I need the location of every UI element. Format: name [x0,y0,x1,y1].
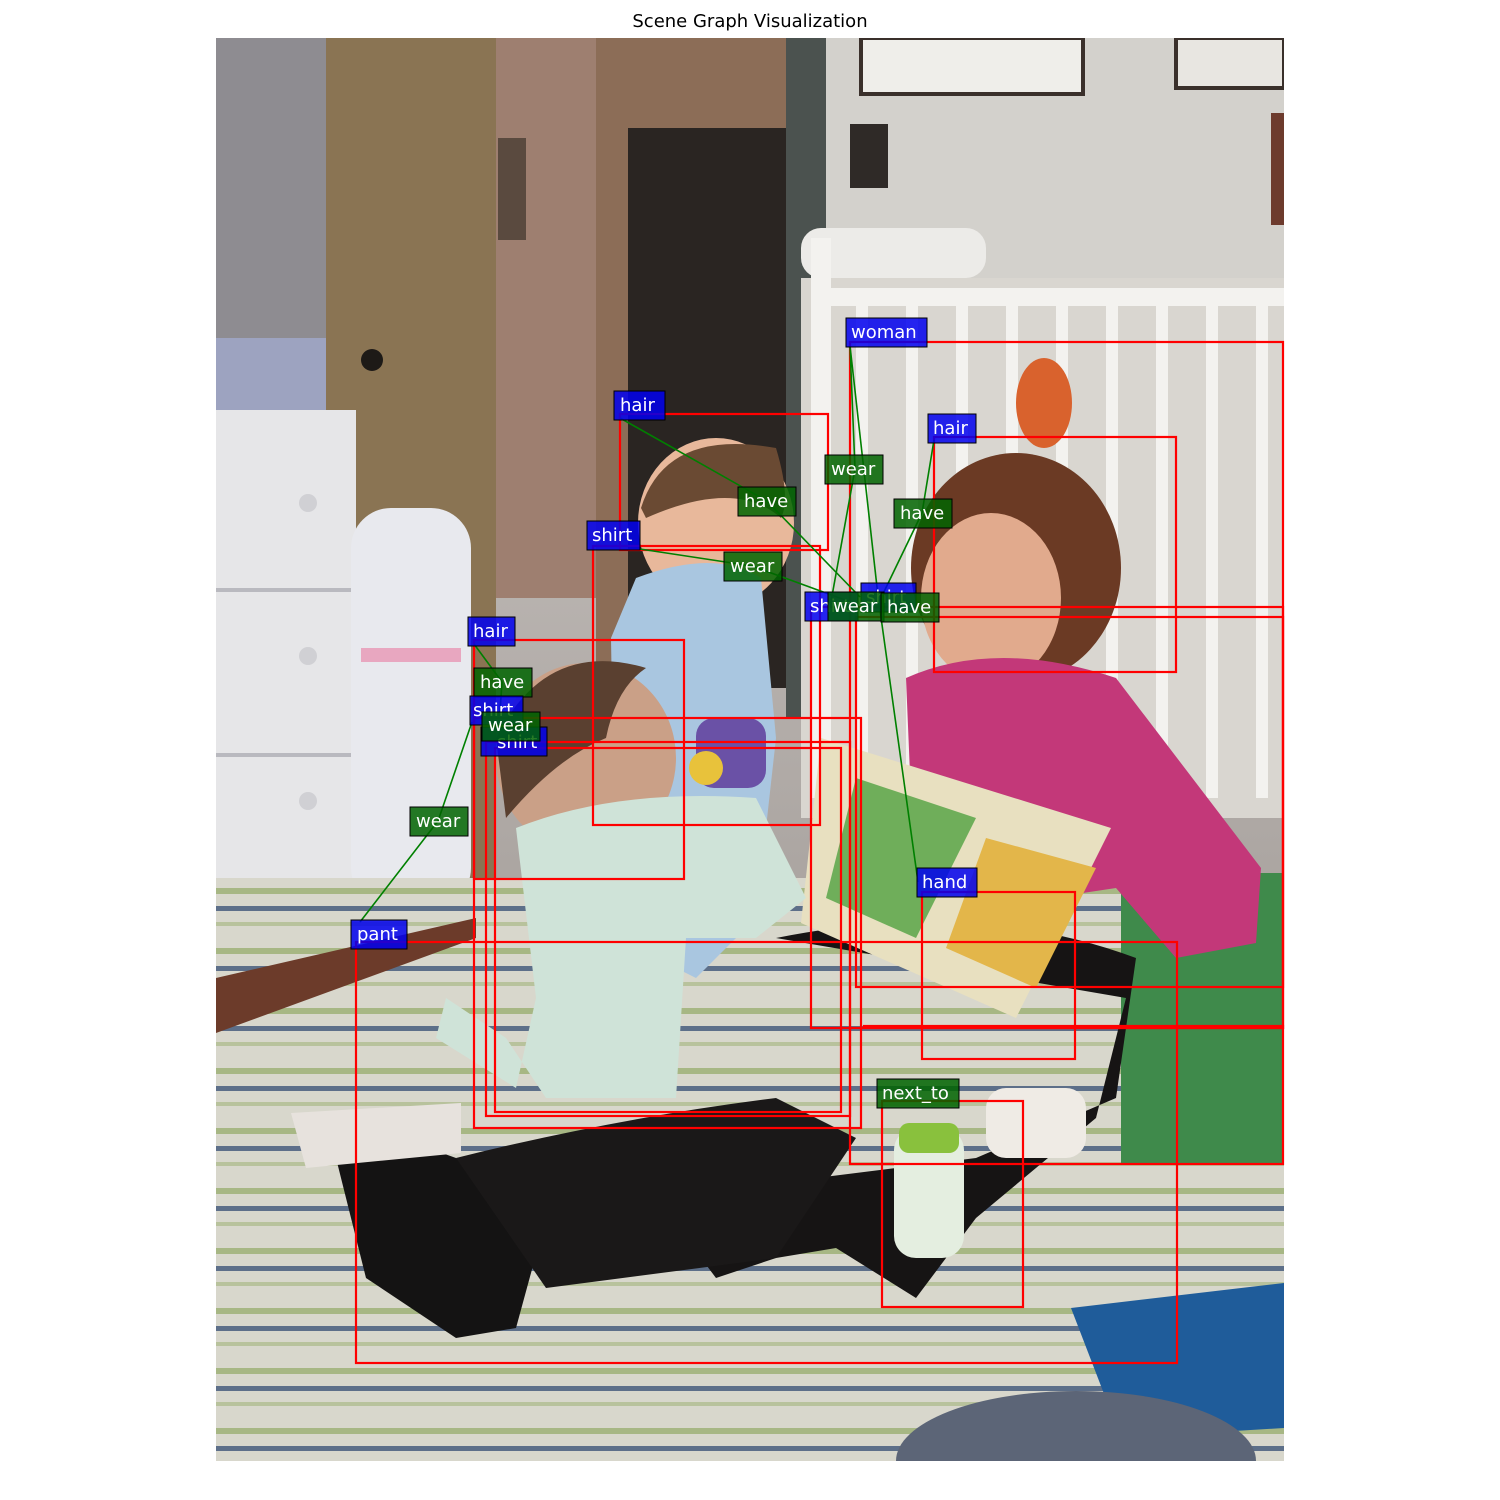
relation-label-wear: wear [824,454,884,485]
shirt-baby-a-box [472,716,863,1130]
object-label-text: hair [620,395,655,416]
relation-label-text: wear [831,459,876,480]
object-label-shirt-boy: shirt [586,520,641,551]
edge-shirt-wear-3 [437,721,473,822]
figure-title: Scene Graph Visualization [632,11,868,32]
object-label-text: hair [473,621,508,642]
object-label-text: hair [933,418,968,439]
object-label-hair-woman: hair [927,413,977,444]
relation-label-text: wear [488,715,533,736]
edge-have-shirt [766,500,861,598]
object-label-woman: woman [845,317,928,348]
shirt-woman-a-box [809,605,1285,1030]
relation-label-text: have [900,503,944,524]
hair-woman-box [932,435,1178,674]
edge-woman-wear [849,345,856,470]
relation-label-text: have [480,672,524,693]
graph-labels: woman hair hair wear have have shirt we [350,317,978,1109]
relation-label-text: wear [730,556,775,577]
object-label-hand: hand [916,867,978,898]
relation-label-text: next_to [882,1083,949,1104]
relation-label-wear: wear [827,591,885,622]
relation-label-text: wear [416,811,461,832]
shirt-boy-box [591,544,822,827]
shirt-woman-b-box [854,615,1285,989]
pant-box [354,940,1179,1365]
object-label-text: woman [851,322,917,343]
relation-label-wear: wear [723,551,783,582]
relation-label-have: have [473,667,533,698]
hair-boy-box [618,412,830,552]
edge-wear-pant [359,820,439,923]
bounding-boxes [354,340,1285,1365]
relation-label-text: wear [833,596,878,617]
object-label-hair-baby: hair [467,616,516,647]
woman-box [848,340,1285,1166]
object-label-text: hand [922,872,967,893]
object-label-hair-boy: hair [613,390,666,421]
edge-wear-shirt [829,468,856,608]
relation-label-text: have [887,597,931,618]
edge-have-hand [877,595,919,883]
object-label-text: shirt [592,525,632,546]
relation-label-text: have [744,491,788,512]
relation-label-have: have [893,498,953,529]
extra-box [862,1024,1285,1030]
hand-box [920,890,1077,1061]
relation-label-have: have [880,592,940,623]
relation-label-wear: wear [409,806,469,837]
relation-label-wear: wear [481,711,541,742]
relation-label-next-to: next_to [876,1078,960,1109]
sippy-cup-box [880,1099,1025,1309]
object-label-pant: pant [350,919,408,950]
object-label-text: pant [357,924,398,945]
shirt-baby-b-box [484,740,852,1118]
relation-label-have: have [737,486,797,517]
shirt-baby-c-box [493,746,843,1114]
